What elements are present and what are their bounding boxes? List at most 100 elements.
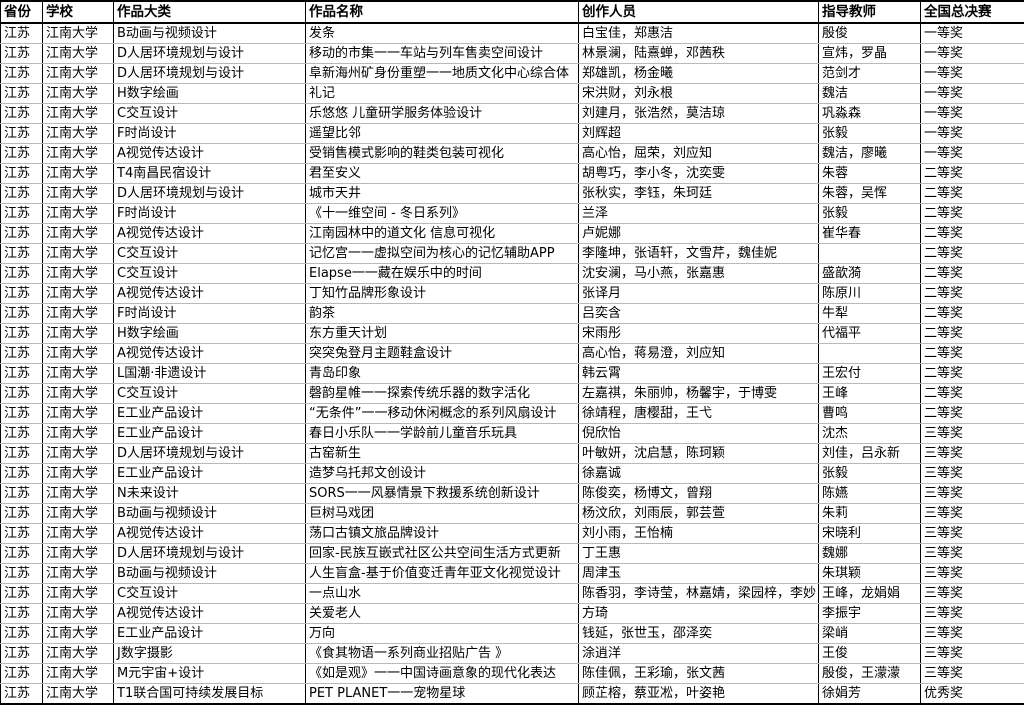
cell-award[interactable]: 一等奖 bbox=[921, 104, 1024, 124]
cell-teacher[interactable]: 崔华春 bbox=[819, 224, 921, 244]
cell-province[interactable]: 江苏 bbox=[1, 44, 43, 64]
cell-province[interactable]: 江苏 bbox=[1, 484, 43, 504]
cell-category[interactable]: D人居环境规划与设计 bbox=[114, 444, 306, 464]
cell-province[interactable]: 江苏 bbox=[1, 564, 43, 584]
cell-category[interactable]: A视觉传达设计 bbox=[114, 604, 306, 624]
cell-title[interactable]: 一点山水 bbox=[306, 584, 579, 604]
cell-category[interactable]: H数字绘画 bbox=[114, 84, 306, 104]
cell-teacher[interactable]: 王峰 bbox=[819, 384, 921, 404]
cell-creators[interactable]: 徐靖程，唐樱甜，王弋 bbox=[579, 404, 819, 424]
cell-school[interactable]: 江南大学 bbox=[43, 44, 114, 64]
cell-title[interactable]: 君至安义 bbox=[306, 164, 579, 184]
cell-title[interactable]: 万向 bbox=[306, 624, 579, 644]
cell-province[interactable]: 江苏 bbox=[1, 464, 43, 484]
cell-title[interactable]: 磬韵星帷一一探索传统乐器的数字活化 bbox=[306, 384, 579, 404]
cell-category[interactable]: A视觉传达设计 bbox=[114, 224, 306, 244]
cell-province[interactable]: 江苏 bbox=[1, 344, 43, 364]
column-header-province[interactable]: 省份 bbox=[1, 1, 43, 23]
cell-teacher[interactable] bbox=[819, 344, 921, 364]
cell-category[interactable]: C交互设计 bbox=[114, 384, 306, 404]
cell-province[interactable]: 江苏 bbox=[1, 664, 43, 684]
cell-creators[interactable]: 陈佳佩，王彩瑜，张文茜 bbox=[579, 664, 819, 684]
cell-teacher[interactable]: 曹鸣 bbox=[819, 404, 921, 424]
cell-teacher[interactable]: 朱莉 bbox=[819, 504, 921, 524]
cell-school[interactable]: 江南大学 bbox=[43, 684, 114, 705]
cell-creators[interactable]: 方琦 bbox=[579, 604, 819, 624]
cell-title[interactable]: 突突兔登月主题鞋盒设计 bbox=[306, 344, 579, 364]
cell-title[interactable]: 荡口古镇文旅品牌设计 bbox=[306, 524, 579, 544]
cell-award[interactable]: 三等奖 bbox=[921, 464, 1024, 484]
cell-creators[interactable]: 卢妮娜 bbox=[579, 224, 819, 244]
cell-school[interactable]: 江南大学 bbox=[43, 264, 114, 284]
cell-category[interactable]: F时尚设计 bbox=[114, 204, 306, 224]
cell-title[interactable]: 《如是观》一一中国诗画意象的现代化表达 bbox=[306, 664, 579, 684]
cell-title[interactable]: 记忆宫一一虚拟空间为核心的记忆辅助APP bbox=[306, 244, 579, 264]
cell-category[interactable]: T1联合国可持续发展目标 bbox=[114, 684, 306, 705]
cell-province[interactable]: 江苏 bbox=[1, 364, 43, 384]
cell-category[interactable]: B动画与视频设计 bbox=[114, 504, 306, 524]
cell-teacher[interactable]: 徐娟芳 bbox=[819, 684, 921, 705]
cell-province[interactable]: 江苏 bbox=[1, 684, 43, 705]
cell-creators[interactable]: 白宝佳，郑惠洁 bbox=[579, 23, 819, 44]
cell-award[interactable]: 二等奖 bbox=[921, 384, 1024, 404]
cell-award[interactable]: 一等奖 bbox=[921, 23, 1024, 44]
cell-creators[interactable]: 周津玉 bbox=[579, 564, 819, 584]
cell-school[interactable]: 江南大学 bbox=[43, 144, 114, 164]
cell-school[interactable]: 江南大学 bbox=[43, 544, 114, 564]
cell-province[interactable]: 江苏 bbox=[1, 404, 43, 424]
cell-title[interactable]: 巨树马戏团 bbox=[306, 504, 579, 524]
cell-creators[interactable]: 胡粤巧，李小冬，沈奕雯 bbox=[579, 164, 819, 184]
cell-school[interactable]: 江南大学 bbox=[43, 584, 114, 604]
cell-province[interactable]: 江苏 bbox=[1, 604, 43, 624]
cell-school[interactable]: 江南大学 bbox=[43, 524, 114, 544]
cell-school[interactable]: 江南大学 bbox=[43, 644, 114, 664]
cell-award[interactable]: 一等奖 bbox=[921, 144, 1024, 164]
cell-category[interactable]: E工业产品设计 bbox=[114, 404, 306, 424]
cell-teacher[interactable]: 盛歆漪 bbox=[819, 264, 921, 284]
cell-award[interactable]: 二等奖 bbox=[921, 364, 1024, 384]
cell-title[interactable]: 遥望比邻 bbox=[306, 124, 579, 144]
cell-province[interactable]: 江苏 bbox=[1, 544, 43, 564]
cell-award[interactable]: 二等奖 bbox=[921, 284, 1024, 304]
cell-category[interactable]: M元宇宙+设计 bbox=[114, 664, 306, 684]
cell-award[interactable]: 二等奖 bbox=[921, 244, 1024, 264]
column-header-school[interactable]: 学校 bbox=[43, 1, 114, 23]
cell-category[interactable]: C交互设计 bbox=[114, 584, 306, 604]
cell-creators[interactable]: 钱延，张世玉，邵泽奕 bbox=[579, 624, 819, 644]
cell-award[interactable]: 二等奖 bbox=[921, 184, 1024, 204]
column-header-title[interactable]: 作品名称 bbox=[306, 1, 579, 23]
cell-title[interactable]: 受销售模式影响的鞋类包装可视化 bbox=[306, 144, 579, 164]
cell-category[interactable]: C交互设计 bbox=[114, 244, 306, 264]
cell-award[interactable]: 二等奖 bbox=[921, 224, 1024, 244]
cell-province[interactable]: 江苏 bbox=[1, 384, 43, 404]
cell-teacher[interactable]: 范剑才 bbox=[819, 64, 921, 84]
cell-school[interactable]: 江南大学 bbox=[43, 284, 114, 304]
cell-province[interactable]: 江苏 bbox=[1, 244, 43, 264]
column-header-teacher[interactable]: 指导教师 bbox=[819, 1, 921, 23]
cell-award[interactable]: 三等奖 bbox=[921, 624, 1024, 644]
cell-category[interactable]: F时尚设计 bbox=[114, 304, 306, 324]
cell-award[interactable]: 三等奖 bbox=[921, 524, 1024, 544]
cell-award[interactable]: 二等奖 bbox=[921, 304, 1024, 324]
cell-school[interactable]: 江南大学 bbox=[43, 484, 114, 504]
cell-category[interactable]: D人居环境规划与设计 bbox=[114, 44, 306, 64]
cell-school[interactable]: 江南大学 bbox=[43, 124, 114, 144]
cell-province[interactable]: 江苏 bbox=[1, 584, 43, 604]
cell-province[interactable]: 江苏 bbox=[1, 144, 43, 164]
cell-category[interactable]: D人居环境规划与设计 bbox=[114, 544, 306, 564]
cell-category[interactable]: E工业产品设计 bbox=[114, 424, 306, 444]
cell-school[interactable]: 江南大学 bbox=[43, 624, 114, 644]
cell-school[interactable]: 江南大学 bbox=[43, 344, 114, 364]
cell-title[interactable]: 发条 bbox=[306, 23, 579, 44]
cell-teacher[interactable]: 梁峭 bbox=[819, 624, 921, 644]
